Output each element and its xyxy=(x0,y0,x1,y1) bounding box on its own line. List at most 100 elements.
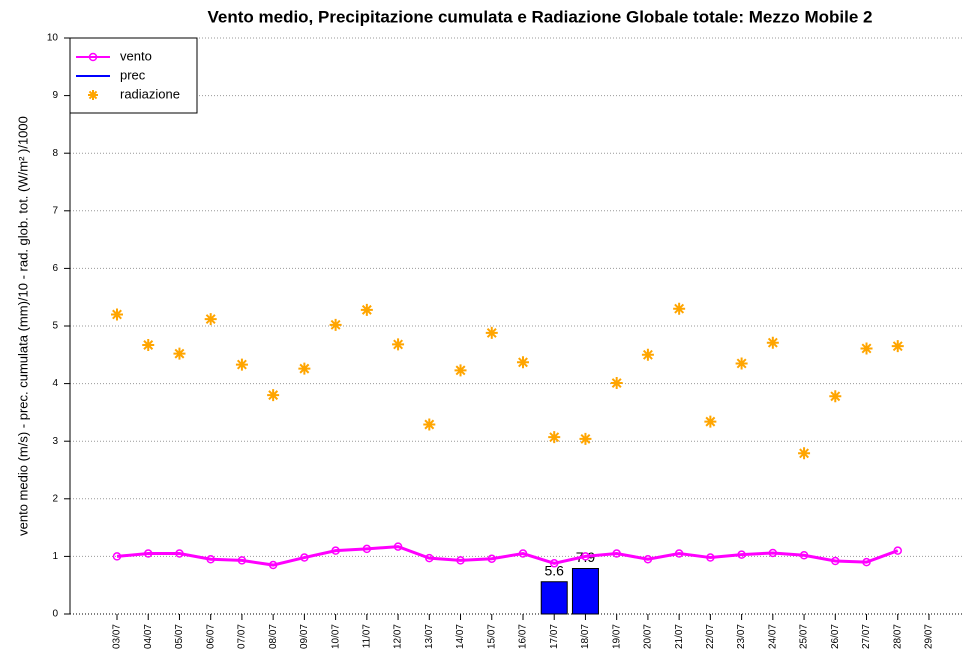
x-tick-label: 20/07 xyxy=(643,624,654,649)
y-tick-label: 10 xyxy=(47,33,59,44)
point xyxy=(111,308,123,321)
point xyxy=(518,549,528,558)
bar xyxy=(540,581,568,615)
x-tick-label: 17/07 xyxy=(549,624,560,649)
x-tick-label: 13/07 xyxy=(424,624,435,649)
legend: vento prec radiazione xyxy=(69,37,198,114)
point xyxy=(548,431,561,444)
point xyxy=(485,326,498,339)
chart-title: Vento medio, Precipitazione cumulata e R… xyxy=(207,7,872,26)
point xyxy=(799,550,809,560)
x-tick-label: 19/07 xyxy=(611,624,622,649)
point xyxy=(142,339,155,352)
point xyxy=(831,556,840,566)
point xyxy=(706,553,715,562)
point xyxy=(704,415,717,428)
point xyxy=(862,557,871,567)
point xyxy=(798,447,811,460)
point xyxy=(893,546,902,555)
point xyxy=(267,389,280,402)
point xyxy=(425,553,434,563)
point xyxy=(612,549,621,558)
point xyxy=(768,548,778,558)
x-tick-label: 06/07 xyxy=(205,624,216,649)
x-tick-label: 22/07 xyxy=(705,624,716,649)
point xyxy=(735,357,748,370)
point xyxy=(487,554,497,563)
x-tick-label: 05/07 xyxy=(174,624,185,649)
point xyxy=(300,553,309,562)
point xyxy=(549,559,559,568)
point xyxy=(235,358,248,371)
x-tick-label: 03/07 xyxy=(112,624,123,649)
y-tick-label: 4 xyxy=(52,378,58,389)
x-tick-label: 08/07 xyxy=(268,624,279,649)
x-tick-label: 27/07 xyxy=(861,624,872,649)
point xyxy=(641,348,654,361)
point xyxy=(579,432,592,445)
x-tick-label: 18/07 xyxy=(580,624,591,649)
point xyxy=(204,313,217,326)
point xyxy=(581,552,590,561)
x-tick-label: 25/07 xyxy=(799,624,810,649)
x-tick-label: 28/07 xyxy=(892,624,903,649)
point xyxy=(737,550,746,559)
point xyxy=(206,555,215,564)
point xyxy=(423,418,436,431)
x-tick-label: 11/07 xyxy=(361,624,372,649)
point xyxy=(331,546,340,555)
point xyxy=(891,340,904,353)
y-tick-label: 3 xyxy=(52,436,58,447)
x-tick-label: 23/07 xyxy=(736,624,747,649)
y-tick-label: 7 xyxy=(52,205,58,216)
point xyxy=(175,549,184,558)
y-tick-label: 2 xyxy=(52,493,58,504)
point xyxy=(454,364,467,377)
point xyxy=(329,318,342,331)
point xyxy=(360,303,373,316)
x-tick-label: 24/07 xyxy=(767,624,778,649)
point xyxy=(392,338,405,351)
point xyxy=(362,544,372,554)
point xyxy=(610,377,623,390)
point xyxy=(237,556,247,565)
point xyxy=(643,555,653,564)
legend-symbol xyxy=(88,52,98,62)
y-tick-label: 6 xyxy=(52,263,58,274)
bar xyxy=(571,567,599,615)
point xyxy=(268,560,278,570)
y-tick-label: 0 xyxy=(52,609,58,620)
point xyxy=(393,542,403,551)
point xyxy=(860,342,873,355)
line xyxy=(116,545,899,567)
point xyxy=(674,549,684,558)
x-tick-label: 16/07 xyxy=(518,624,529,649)
y-tick-label: 9 xyxy=(52,90,58,101)
x-tick-label: 15/07 xyxy=(486,624,497,649)
y-axis-label: vento medio (m/s) - prec. cumulata (mm)/… xyxy=(15,116,30,536)
point xyxy=(829,390,842,403)
x-tick-label: 10/07 xyxy=(330,624,341,649)
point xyxy=(456,556,465,565)
x-tick-label: 14/07 xyxy=(455,624,466,649)
legend-symbol xyxy=(88,90,98,100)
x-tick-label: 21/07 xyxy=(674,624,685,649)
legend-label: radiazione xyxy=(120,86,180,101)
y-tick-label: 5 xyxy=(52,321,58,332)
x-tick-label: 07/07 xyxy=(237,624,248,649)
point xyxy=(766,336,779,349)
point xyxy=(143,549,153,558)
x-tick-label: 12/07 xyxy=(393,624,404,649)
y-tick-label: 1 xyxy=(52,551,58,562)
point xyxy=(673,302,686,315)
legend-label: prec xyxy=(120,67,146,82)
legend-label: vento xyxy=(120,48,152,63)
point xyxy=(112,552,122,561)
x-tick-label: 26/07 xyxy=(830,624,841,649)
data-label: 5.6 xyxy=(544,562,564,578)
point xyxy=(173,347,186,360)
point xyxy=(298,362,311,375)
x-tick-label: 09/07 xyxy=(299,624,310,649)
point xyxy=(516,356,529,369)
